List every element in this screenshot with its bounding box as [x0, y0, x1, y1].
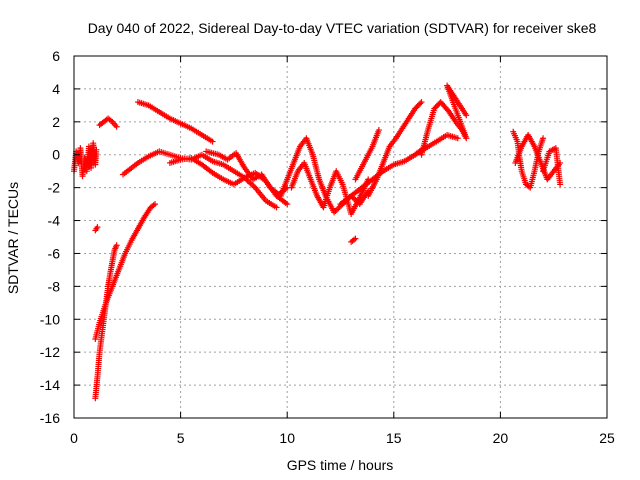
- series-arc-1: [92, 242, 120, 402]
- data-point: [93, 146, 100, 153]
- data-point: [94, 224, 101, 231]
- series-rise-2: [365, 99, 425, 199]
- data-point: [209, 138, 216, 145]
- series-mid-band-b: [166, 155, 291, 208]
- data-points: [71, 82, 564, 402]
- series-blip-mid: [348, 235, 359, 245]
- data-point: [284, 201, 291, 208]
- data-point: [352, 235, 359, 242]
- x-axis-label: GPS time / hours: [287, 457, 394, 473]
- y-tick-label: -6: [48, 245, 61, 261]
- data-point: [113, 242, 120, 249]
- series-cluster-end-c: [540, 145, 564, 188]
- chart-title: Day 040 of 2022, Sidereal Day-to-day VTE…: [88, 20, 597, 36]
- series-cluster-end-b: [512, 131, 564, 183]
- y-tick-label: -14: [40, 377, 60, 393]
- y-tick-label: 2: [52, 114, 60, 130]
- y-tick-label: -12: [40, 344, 60, 360]
- x-tick-label: 10: [279, 430, 295, 446]
- x-tick-label: 20: [493, 430, 509, 446]
- series-cluster-end-a: [510, 128, 547, 191]
- data-point: [418, 99, 425, 106]
- series-short-rise: [96, 115, 120, 130]
- y-tick-label: -16: [40, 410, 60, 426]
- data-point: [454, 135, 461, 142]
- axis-ticks: 0 5 10 15 20 25 -16 -14 -12 -10 -8 -6 -4 -2 0 2 4 6: [40, 48, 615, 446]
- x-tick-label: 5: [177, 430, 185, 446]
- y-tick-label: -2: [48, 180, 61, 196]
- data-point-fill: [333, 206, 340, 213]
- plot-frame: [73, 55, 608, 419]
- grid-lines: [74, 56, 607, 418]
- data-point: [375, 127, 382, 134]
- y-tick-label: -8: [48, 278, 61, 294]
- series-wave-1: [277, 135, 372, 216]
- series-long-fall: [134, 99, 216, 145]
- x-tick-label: 0: [70, 430, 78, 446]
- series-rise-3: [352, 127, 382, 183]
- series-cluster-start: [71, 140, 100, 180]
- series-late-band: [412, 131, 461, 158]
- data-point-fill: [417, 100, 424, 107]
- x-tick-label: 25: [599, 430, 615, 446]
- x-tick-label: 15: [386, 430, 402, 446]
- y-tick-label: 4: [52, 81, 60, 97]
- y-tick-label: 6: [52, 48, 60, 64]
- y-tick-label: -4: [48, 213, 61, 229]
- data-point: [113, 123, 120, 130]
- data-point: [273, 204, 280, 211]
- series-wave-2: [288, 159, 372, 217]
- y-tick-label: -10: [40, 311, 60, 327]
- y-tick-label: 0: [52, 147, 60, 163]
- data-point: [463, 112, 470, 119]
- data-point: [557, 181, 564, 188]
- series-blip-low: [92, 224, 101, 234]
- y-axis-label: SDTVAR / TECUs: [5, 182, 21, 294]
- series-arc-2: [92, 201, 159, 343]
- data-point: [540, 135, 547, 142]
- data-point: [152, 201, 159, 208]
